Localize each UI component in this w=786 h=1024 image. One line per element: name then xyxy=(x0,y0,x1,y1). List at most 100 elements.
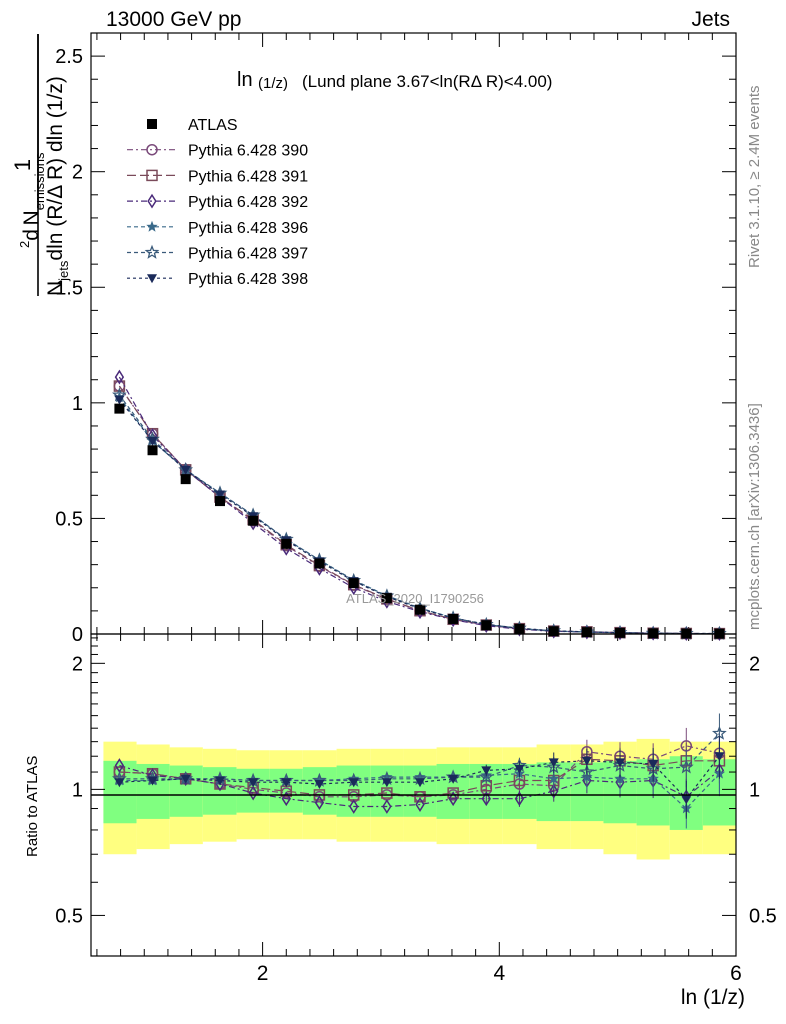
plot-title-main: ln xyxy=(237,69,253,91)
ratio-point xyxy=(478,769,494,784)
data-point xyxy=(448,613,459,624)
y-tick-label-main: 0.5 xyxy=(55,508,83,530)
legend-label: Pythia 6.428 392 xyxy=(188,194,308,211)
ratio-point xyxy=(447,787,459,799)
y-axis-label-ratio: Ratio to ATLAS xyxy=(24,755,41,857)
ratio-point xyxy=(314,795,325,810)
ratio-point xyxy=(281,778,292,788)
legend: ATLAS Pythia 6.428 390 Pythia 6.428 391 Pyt… xyxy=(127,117,308,288)
ratio-point xyxy=(348,778,359,788)
data-point xyxy=(114,395,125,405)
analysis-watermark: ATLAS_2020_I1790256 xyxy=(346,591,484,606)
ratio-point xyxy=(248,785,258,801)
ratio-series xyxy=(112,713,727,829)
ratio-point xyxy=(548,758,559,768)
ratio-point xyxy=(579,764,595,779)
legend-label: Pythia 6.428 390 xyxy=(188,143,308,160)
legend-marker xyxy=(147,119,157,129)
ratio-point xyxy=(548,772,560,784)
data-point xyxy=(281,538,292,549)
legend-label: Pythia 6.428 396 xyxy=(188,220,308,237)
ratio-point xyxy=(382,799,392,814)
ratio-point xyxy=(448,791,458,807)
ratio-point xyxy=(381,778,392,788)
data-point xyxy=(348,578,359,589)
ratio-point xyxy=(415,797,425,812)
data-point xyxy=(147,437,158,447)
data-point xyxy=(215,496,225,507)
data-point xyxy=(180,465,191,475)
ratio-point xyxy=(180,774,191,784)
data-point xyxy=(648,628,659,639)
ratio-point xyxy=(481,791,491,807)
data-point xyxy=(381,593,392,604)
legend-marker xyxy=(146,220,158,232)
ratio-point xyxy=(681,794,692,804)
data-point xyxy=(147,445,158,456)
y-tick-label-ratio: 2 xyxy=(72,653,83,675)
ratio-point xyxy=(114,778,125,788)
ratio-point xyxy=(215,776,225,786)
x-tick-label: 6 xyxy=(730,962,742,985)
legend-label: ATLAS xyxy=(188,117,238,134)
ratio-point xyxy=(248,778,259,788)
ratio-point xyxy=(678,759,694,774)
legend-label: Pythia 6.428 398 xyxy=(188,271,308,288)
legend-marker xyxy=(147,274,157,284)
data-point xyxy=(581,627,592,638)
ratio-point xyxy=(711,725,727,740)
ratio-point xyxy=(481,766,492,776)
legend-label: Pythia 6.428 397 xyxy=(188,246,308,263)
data-point xyxy=(415,604,426,615)
y-tick-label-ratio-right: 2 xyxy=(749,653,760,675)
y-tick-label-main: 2.5 xyxy=(55,46,83,68)
ratio-point xyxy=(581,756,592,766)
y-tick-label-main: 1.5 xyxy=(55,277,83,299)
ratio-point xyxy=(147,776,158,786)
main-panel-frame xyxy=(91,33,736,634)
y-tick-label-ratio-right: 1 xyxy=(749,779,760,801)
data-point xyxy=(180,474,191,485)
legend-marker xyxy=(146,169,158,182)
ratio-point xyxy=(349,799,359,814)
svg-text:2d Nemissions: 2d Nemissions xyxy=(17,152,47,248)
ratio-point xyxy=(381,787,393,799)
ratio-point xyxy=(448,774,459,784)
ratio-point xyxy=(648,759,659,769)
legend-marker xyxy=(144,244,160,259)
mcplots-label: mcplots.cern.ch [arXiv:1306.3436] xyxy=(746,403,763,630)
x-tick-label: 4 xyxy=(493,962,505,985)
data-point xyxy=(615,627,626,638)
ratio-point xyxy=(281,791,291,807)
ratio-point xyxy=(549,783,559,799)
ratio-point xyxy=(714,752,725,762)
y-tick-label-main: 2 xyxy=(72,162,83,184)
ratio-point xyxy=(314,779,325,789)
ratio-point xyxy=(313,774,326,786)
plot-title-rest: (Lund plane 3.67<ln(RΔ R)<4.00) xyxy=(302,72,552,91)
data-point xyxy=(314,558,325,569)
svg-text:Njetsdln (R/Δ R) dln (1/z): Njetsdln (R/Δ R) dln (1/z) xyxy=(44,76,71,296)
x-tick-label: 2 xyxy=(257,962,269,985)
y-axis-label-main: 1 Njetsdln (R/Δ R) dln (1/z) xyxy=(2,30,93,300)
x-axis-label: ln (1/z) xyxy=(681,986,745,1009)
y-axis-label-numerator: 2d Nemissions xyxy=(8,28,53,248)
data-point xyxy=(114,403,125,414)
data-point xyxy=(114,369,125,385)
svg-text:1: 1 xyxy=(10,159,35,171)
header-right: Jets xyxy=(691,8,730,31)
data-point xyxy=(215,490,225,500)
ratio-point xyxy=(414,771,426,782)
legend-label: Pythia 6.428 391 xyxy=(188,168,308,185)
data-point xyxy=(514,623,525,634)
legend-marker xyxy=(146,143,158,156)
data-point xyxy=(548,626,559,637)
y-tick-label-main: 1 xyxy=(72,393,83,415)
rivet-label: Rivet 3.1.10, ≥ 2.4M events xyxy=(746,85,763,269)
data-point xyxy=(248,515,259,526)
ratio-point xyxy=(414,791,426,803)
plot-title-sub: (1/z) xyxy=(258,75,288,92)
y-tick-label-main: 0 xyxy=(72,624,83,646)
y-tick-label-ratio-right: 0.5 xyxy=(749,905,777,927)
